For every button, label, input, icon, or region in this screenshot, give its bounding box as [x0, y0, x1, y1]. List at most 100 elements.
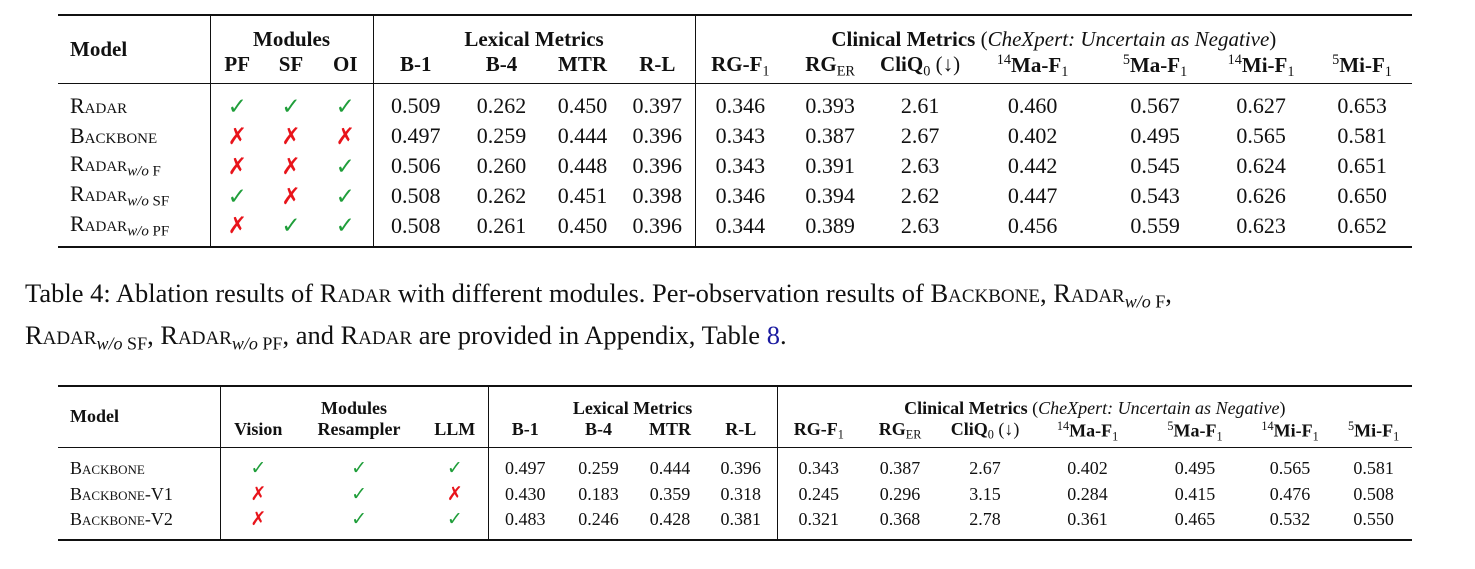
metric-value: 0.627 — [1236, 93, 1286, 119]
cell: 0.394 — [785, 181, 875, 211]
model-header: Model — [58, 386, 221, 448]
text-segment: 5 — [1122, 52, 1130, 68]
metric-value: 0.456 — [1007, 212, 1058, 238]
metric-value: 0.509 — [391, 93, 441, 119]
cell: 0.359 — [635, 481, 705, 507]
text-segment: ( — [975, 27, 988, 51]
cell: 0.346 — [694, 181, 786, 211]
cell: 0.415 — [1145, 481, 1245, 507]
metric-value: 0.394 — [805, 183, 855, 208]
text-segment: 1 — [1180, 64, 1188, 81]
column-header: B-4 — [458, 52, 546, 84]
metric-value: 0.497 — [505, 457, 546, 478]
metric-value: 0.495 — [1130, 123, 1180, 148]
text-segment: 1 — [837, 427, 844, 442]
text-segment: RG-F — [793, 419, 838, 439]
module-mark: ✓ — [281, 212, 301, 239]
text-segment: 5 — [1167, 419, 1174, 433]
text-segment: 0 — [987, 427, 994, 442]
cell: 0.343 — [776, 447, 861, 481]
cell: 0.624 — [1210, 151, 1312, 181]
metric-value: 0.508 — [391, 183, 441, 208]
cell: 0.430 — [487, 481, 563, 507]
cell: ✗ — [264, 121, 318, 151]
cell: 0.508 — [372, 211, 459, 248]
metric-value: 0.581 — [1337, 123, 1387, 148]
metric-value: 0.567 — [1130, 93, 1180, 119]
cell: 0.343 — [694, 121, 786, 151]
module-mark: ✓ — [250, 457, 267, 479]
metric-value: 0.565 — [1269, 457, 1311, 478]
metric-value: 0.497 — [391, 123, 441, 148]
model-name: Radarw/o F — [58, 151, 211, 181]
data-row: Backbone ✓ ✓ ✓ 0.497 0.259 0.444 0.396 0.343 0.38… — [58, 447, 1412, 481]
text-segment: Radar — [70, 93, 128, 119]
data-row: Radarw/o PF ✗ ✓ ✓ 0.508 0.261 0.450 0.396 0.344 0… — [58, 211, 1412, 248]
module-mark: ✓ — [281, 92, 301, 119]
cell: 0.344 — [694, 211, 786, 248]
text-segment: Ma-F — [1129, 52, 1181, 77]
cell: 0.465 — [1145, 507, 1245, 540]
model-name: Backbone-V1 — [58, 481, 221, 507]
text-segment: Mi-F — [1241, 52, 1288, 77]
text-segment: ) — [1279, 398, 1286, 418]
text-segment: Backbone — [930, 278, 1040, 308]
module-mark: ✓ — [335, 92, 355, 119]
metric-value: 0.359 — [649, 483, 691, 504]
metric-value: 0.381 — [720, 509, 762, 529]
text-segment: 1 — [1384, 64, 1392, 81]
text-segment: Modules — [253, 27, 331, 51]
text-segment: Lexical Metrics — [464, 27, 604, 51]
group-header: Lexical Metrics — [372, 15, 696, 52]
cell: 0.262 — [458, 83, 545, 121]
metric-value: 2.67 — [969, 457, 1001, 478]
text-segment: RG — [805, 52, 837, 76]
metric-value: 0.465 — [1174, 509, 1216, 529]
cell: 0.444 — [635, 447, 705, 481]
cell: 0.398 — [620, 181, 695, 211]
column-header: RG-F1 — [694, 52, 786, 84]
cell: 0.387 — [785, 121, 875, 151]
metric-value: 2.67 — [900, 123, 940, 148]
text-segment: Radar — [160, 320, 232, 351]
metric-value: 0.651 — [1337, 153, 1387, 178]
metric-value: 0.623 — [1236, 212, 1286, 238]
column-header: R-L — [705, 419, 778, 448]
model-name: Backbone — [58, 447, 221, 481]
column-header: RGER — [860, 419, 941, 448]
metric-value: 0.397 — [632, 93, 683, 119]
text-segment: LLM — [434, 419, 476, 439]
group-header: Clinical Metrics (CheXpert: Uncertain as… — [694, 15, 1413, 52]
model-header: Model — [58, 15, 211, 84]
cell: 3.15 — [940, 481, 1030, 507]
metric-value: 0.260 — [476, 153, 527, 178]
cell: ✓ — [296, 447, 422, 481]
model-name: Radarw/o SF — [58, 181, 211, 211]
metric-value: 0.402 — [1067, 457, 1108, 478]
column-header: 14Ma-F1 — [1030, 419, 1146, 448]
text-segment: B-1 — [511, 419, 539, 439]
cell: 0.543 — [1100, 181, 1210, 211]
module-mark: ✓ — [446, 509, 463, 530]
text-segment: Ma-F — [1173, 420, 1217, 441]
metric-value: 0.343 — [715, 153, 766, 178]
cell: ✓ — [220, 447, 296, 481]
metric-value: 0.284 — [1067, 483, 1108, 504]
metric-value: 0.447 — [1007, 183, 1058, 208]
text-segment: B-1 — [400, 52, 432, 76]
text-segment: Backbone-V2 — [70, 509, 173, 529]
header-row: Model Modules Lexical Metrics Clinical Metr… — [58, 15, 1413, 84]
cell: 0.495 — [1145, 447, 1245, 481]
metric-value: 0.653 — [1337, 93, 1387, 119]
text-segment: PF — [224, 52, 251, 76]
text-segment: are provided in Appendix, Table — [412, 320, 767, 351]
metric-value: 0.368 — [879, 509, 921, 529]
subheader-row: Vision Resampler LLM B-1 B-4 MTR R-L RG-F1 RGER C… — [58, 419, 1413, 448]
metric-value: 0.415 — [1174, 483, 1216, 504]
group-header: Clinical Metrics (CheXpert: Uncertain as… — [776, 386, 1413, 419]
metric-value: 0.450 — [557, 93, 608, 119]
text-segment: ( — [1027, 398, 1039, 418]
cell: ✓ — [296, 481, 422, 507]
metric-value: 0.495 — [1174, 457, 1216, 478]
column-header: 14Mi-F1 — [1245, 419, 1336, 448]
